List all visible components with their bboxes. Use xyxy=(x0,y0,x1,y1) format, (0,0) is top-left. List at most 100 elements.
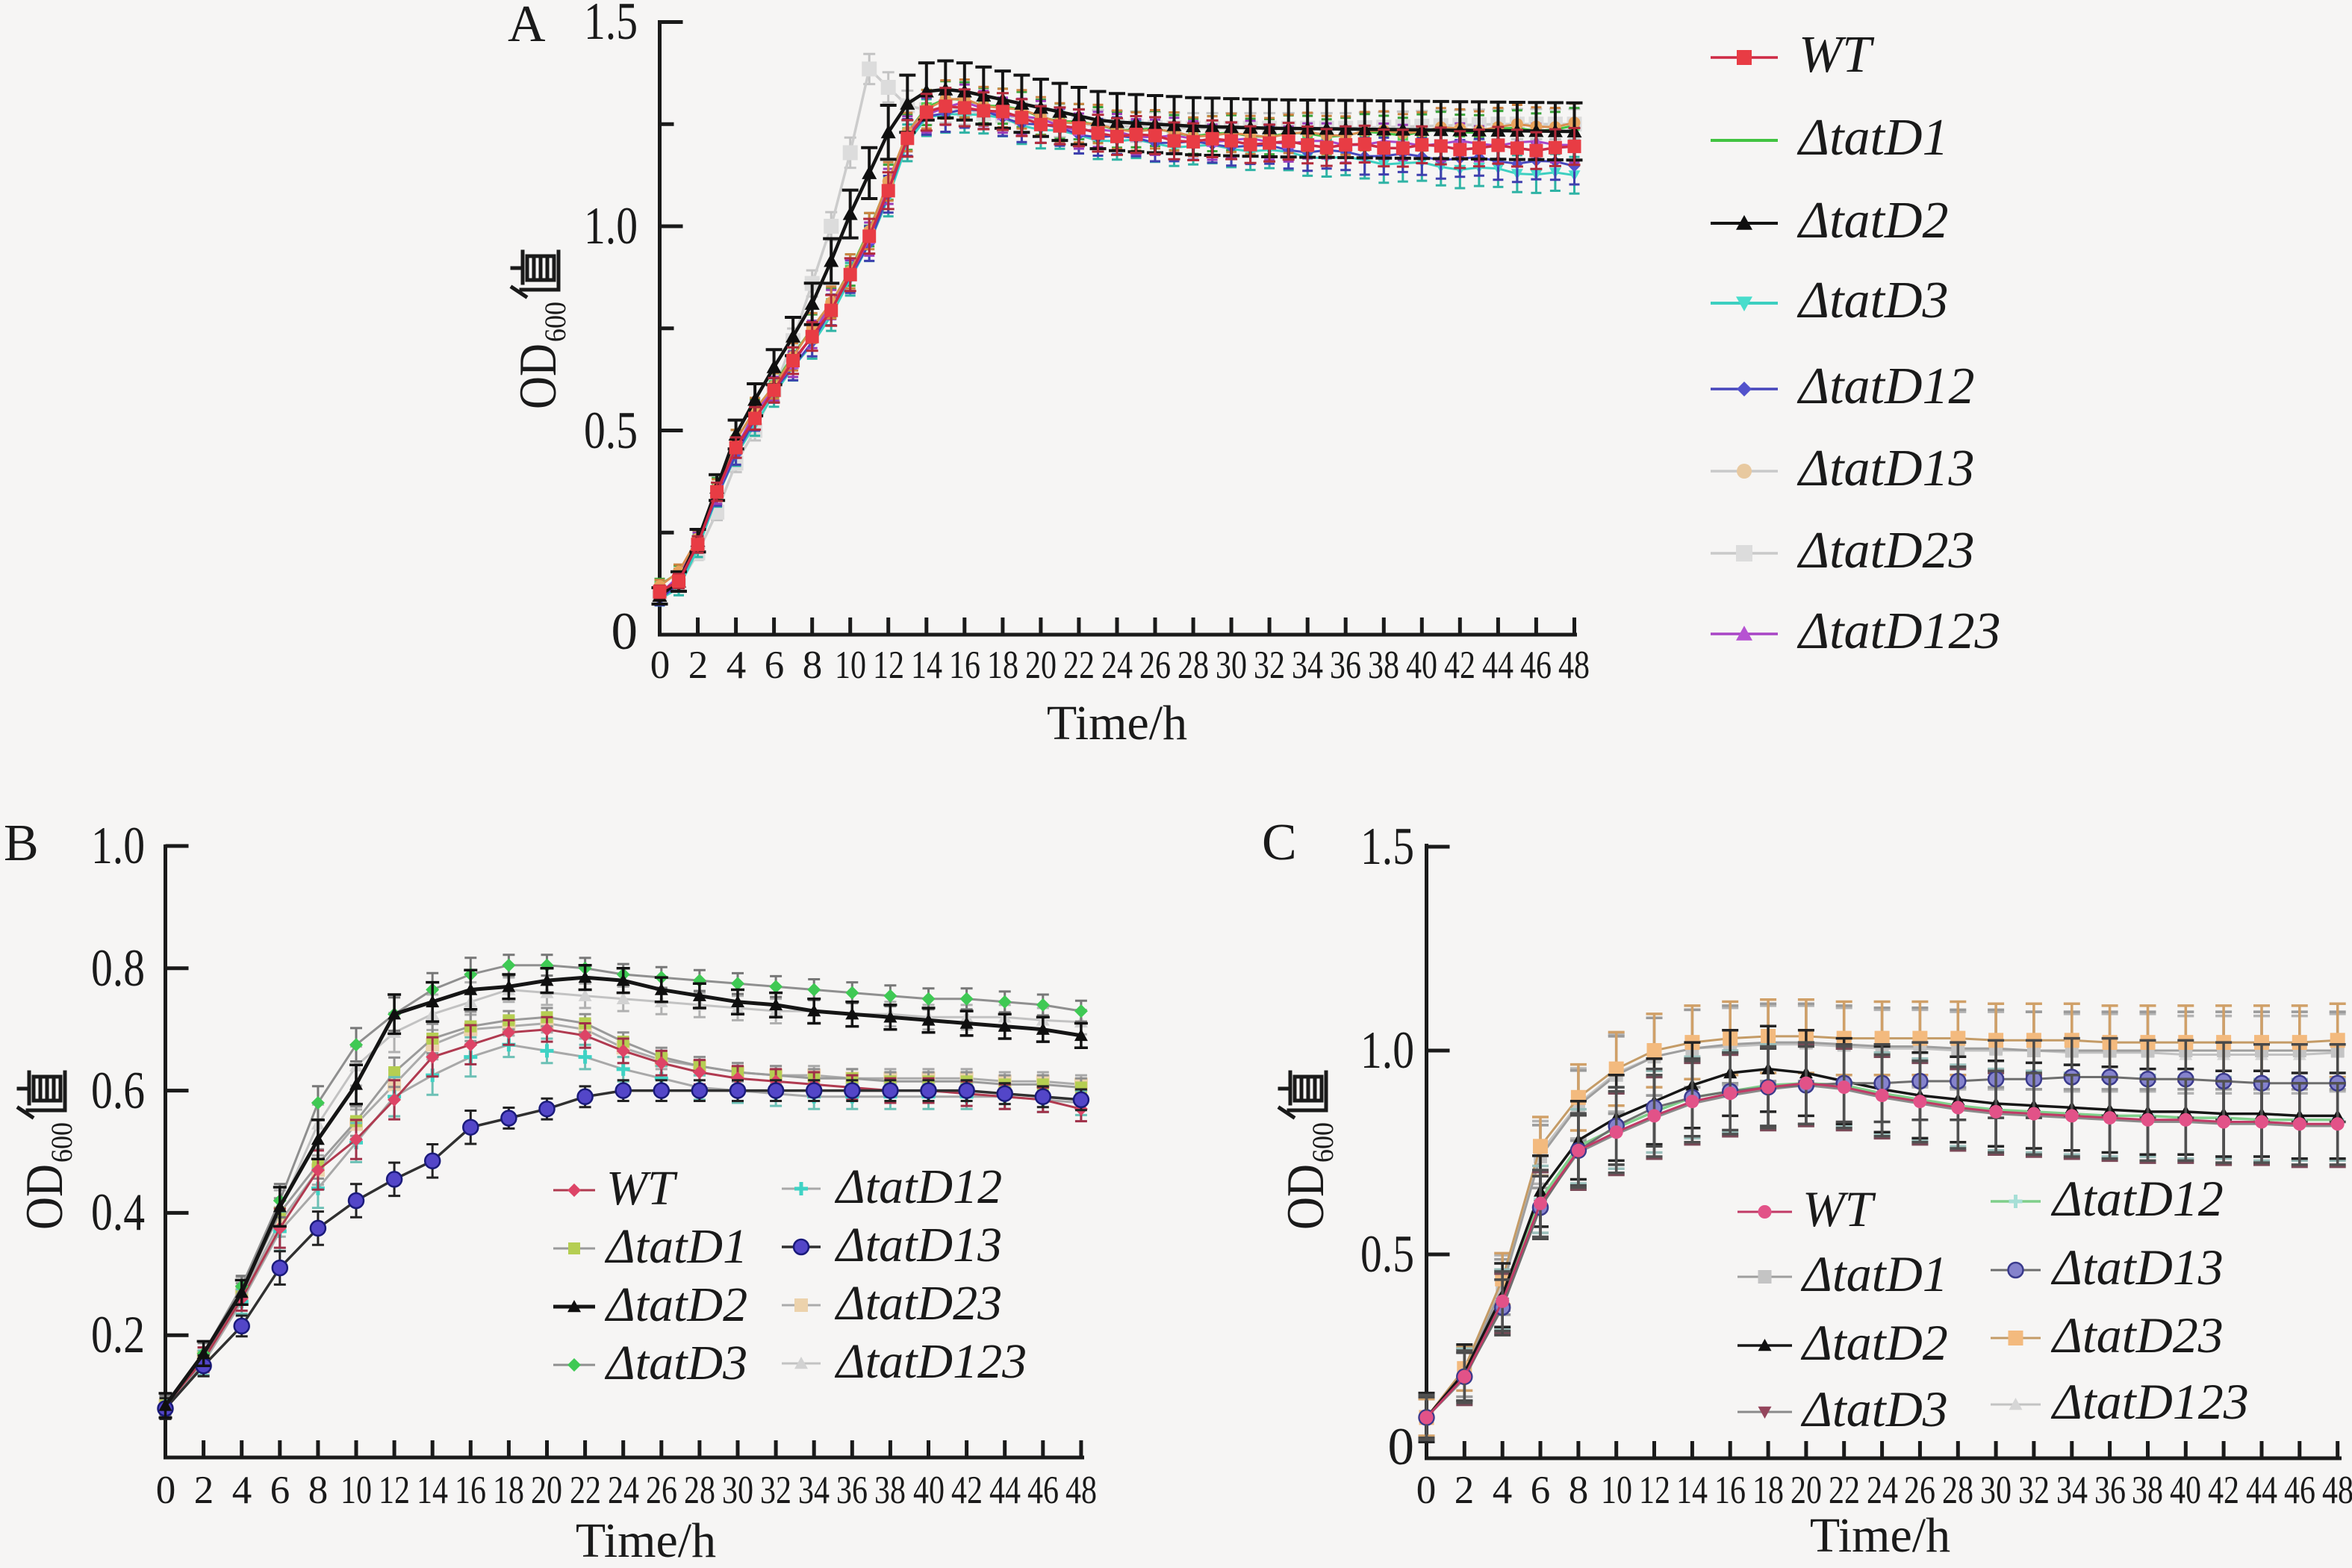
svg-text:48: 48 xyxy=(2322,1469,2352,1512)
svg-text:2: 2 xyxy=(688,644,709,687)
svg-text:0.2: 0.2 xyxy=(91,1306,145,1364)
svg-text:1.5: 1.5 xyxy=(584,0,638,51)
svg-text:ΔtatD3: ΔtatD3 xyxy=(1796,272,1949,329)
svg-text:0.6: 0.6 xyxy=(91,1062,145,1120)
svg-text:ΔtatD23: ΔtatD23 xyxy=(834,1276,1002,1331)
svg-text:30: 30 xyxy=(722,1469,753,1512)
svg-text:20: 20 xyxy=(1791,1469,1822,1512)
svg-text:20: 20 xyxy=(531,1469,562,1512)
svg-text:0.5: 0.5 xyxy=(1360,1225,1414,1284)
svg-text:ΔtatD13: ΔtatD13 xyxy=(1796,440,1975,497)
svg-text:1.0: 1.0 xyxy=(1360,1021,1414,1080)
svg-text:4: 4 xyxy=(1493,1469,1513,1512)
svg-text:44: 44 xyxy=(989,1469,1021,1512)
svg-text:WT: WT xyxy=(606,1161,678,1216)
svg-text:42: 42 xyxy=(1444,644,1475,687)
svg-text:38: 38 xyxy=(2132,1469,2163,1512)
svg-text:26: 26 xyxy=(1904,1469,1935,1512)
svg-text:38: 38 xyxy=(1368,644,1399,687)
svg-text:42: 42 xyxy=(951,1469,983,1512)
svg-text:36: 36 xyxy=(1330,644,1361,687)
svg-text:8: 8 xyxy=(1569,1469,1589,1512)
svg-text:ΔtatD2: ΔtatD2 xyxy=(1796,192,1949,249)
svg-text:12: 12 xyxy=(379,1469,410,1512)
svg-text:24: 24 xyxy=(1101,644,1133,687)
svg-text:ΔtatD2: ΔtatD2 xyxy=(604,1278,747,1332)
svg-text:30: 30 xyxy=(1216,644,1247,687)
svg-text:0.4: 0.4 xyxy=(91,1183,145,1242)
svg-text:0: 0 xyxy=(1416,1469,1437,1512)
svg-text:12: 12 xyxy=(1639,1469,1670,1512)
svg-text:14: 14 xyxy=(1676,1469,1708,1512)
svg-text:36: 36 xyxy=(836,1469,868,1512)
svg-text:Time/h: Time/h xyxy=(1047,696,1187,750)
svg-text:6: 6 xyxy=(1531,1469,1551,1512)
svg-text:ΔtatD1: ΔtatD1 xyxy=(604,1219,747,1274)
svg-text:28: 28 xyxy=(1942,1469,1973,1512)
svg-text:ΔtatD13: ΔtatD13 xyxy=(2050,1239,2224,1295)
svg-text:10: 10 xyxy=(340,1469,372,1512)
svg-text:20: 20 xyxy=(1025,644,1057,687)
svg-text:26: 26 xyxy=(646,1469,677,1512)
svg-text:ΔtatD2: ΔtatD2 xyxy=(1800,1314,1948,1371)
svg-text:ΔtatD1: ΔtatD1 xyxy=(1796,109,1949,167)
svg-text:600: 600 xyxy=(1306,1122,1340,1163)
svg-text:WT: WT xyxy=(1802,1180,1876,1237)
svg-text:ΔtatD123: ΔtatD123 xyxy=(1796,603,2001,660)
svg-text:24: 24 xyxy=(608,1469,639,1512)
svg-text:40: 40 xyxy=(913,1469,945,1512)
svg-text:38: 38 xyxy=(874,1469,906,1512)
svg-text:6: 6 xyxy=(765,644,785,687)
svg-text:Time/h: Time/h xyxy=(1810,1508,1950,1563)
svg-text:ΔtatD12: ΔtatD12 xyxy=(834,1160,1002,1214)
svg-text:0.5: 0.5 xyxy=(584,402,638,460)
svg-text:6: 6 xyxy=(270,1469,290,1512)
svg-text:OD: OD xyxy=(16,1164,74,1230)
svg-text:32: 32 xyxy=(760,1469,791,1512)
svg-text:ΔtatD23: ΔtatD23 xyxy=(1796,522,1975,579)
svg-text:OD: OD xyxy=(509,343,567,409)
svg-text:ΔtatD123: ΔtatD123 xyxy=(834,1334,1027,1389)
svg-text:2: 2 xyxy=(1455,1469,1475,1512)
svg-text:ΔtatD23: ΔtatD23 xyxy=(2050,1307,2224,1363)
svg-text:0: 0 xyxy=(156,1469,176,1512)
svg-text:ΔtatD1: ΔtatD1 xyxy=(1800,1245,1948,1302)
svg-text:ΔtatD12: ΔtatD12 xyxy=(2050,1170,2224,1227)
svg-text:10: 10 xyxy=(1601,1469,1632,1512)
svg-text:600: 600 xyxy=(45,1122,78,1163)
svg-text:1.5: 1.5 xyxy=(1360,818,1414,876)
svg-text:16: 16 xyxy=(455,1469,486,1512)
svg-text:46: 46 xyxy=(1027,1469,1059,1512)
svg-text:22: 22 xyxy=(1063,644,1095,687)
svg-text:30: 30 xyxy=(1980,1469,2012,1512)
svg-text:14: 14 xyxy=(417,1469,448,1512)
svg-text:40: 40 xyxy=(2170,1469,2201,1512)
svg-text:36: 36 xyxy=(2094,1469,2126,1512)
svg-text:8: 8 xyxy=(803,644,823,687)
svg-text:WT: WT xyxy=(1799,26,1875,84)
svg-text:0: 0 xyxy=(612,603,638,661)
svg-text:600: 600 xyxy=(538,302,572,342)
svg-text:26: 26 xyxy=(1139,644,1171,687)
svg-text:OD: OD xyxy=(1277,1164,1335,1230)
svg-text:22: 22 xyxy=(570,1469,601,1512)
svg-text:0.8: 0.8 xyxy=(91,939,145,998)
svg-text:ΔtatD3: ΔtatD3 xyxy=(1800,1381,1948,1437)
svg-text:18: 18 xyxy=(1752,1469,1784,1512)
svg-text:40: 40 xyxy=(1406,644,1437,687)
svg-text:ΔtatD3: ΔtatD3 xyxy=(604,1336,747,1390)
svg-text:ΔtatD13: ΔtatD13 xyxy=(834,1218,1002,1272)
svg-text:16: 16 xyxy=(1714,1469,1746,1512)
svg-text:ΔtatD123: ΔtatD123 xyxy=(2050,1373,2249,1430)
svg-text:12: 12 xyxy=(873,644,904,687)
svg-text:32: 32 xyxy=(2018,1469,2050,1512)
svg-text:28: 28 xyxy=(1177,644,1209,687)
svg-text:4: 4 xyxy=(727,644,747,687)
svg-text:18: 18 xyxy=(987,644,1018,687)
svg-text:8: 8 xyxy=(308,1469,329,1512)
svg-text:32: 32 xyxy=(1254,644,1285,687)
svg-text:1.0: 1.0 xyxy=(584,197,638,255)
svg-text:0: 0 xyxy=(650,644,671,687)
svg-text:14: 14 xyxy=(911,644,942,687)
svg-text:4: 4 xyxy=(232,1469,252,1512)
